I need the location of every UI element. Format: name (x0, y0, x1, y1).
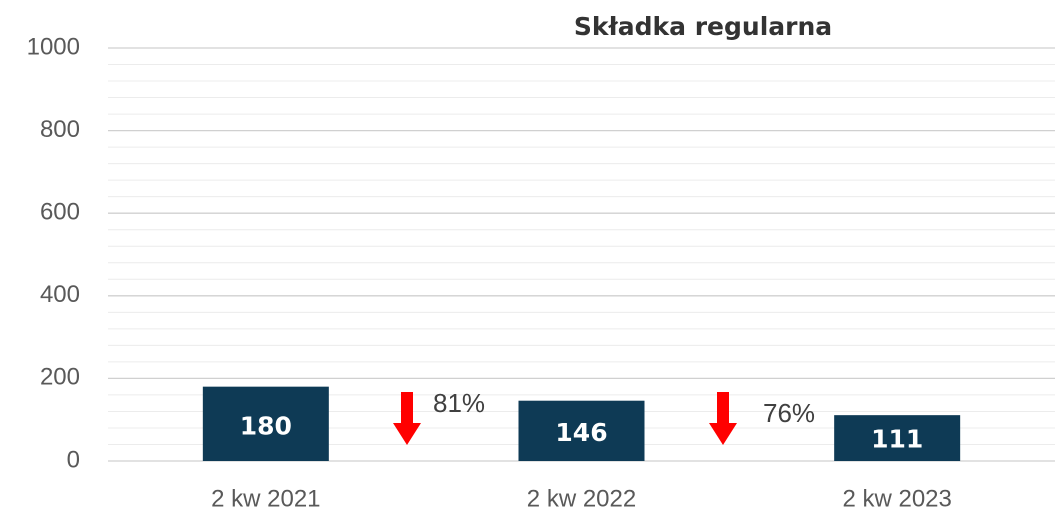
value-label: 146 (555, 418, 607, 447)
bar (202, 386, 329, 461)
value-label: 111 (871, 424, 923, 453)
y-tick-label: 200 (40, 364, 80, 391)
x-tick-label: 2 kw 2022 (527, 485, 636, 512)
down-arrow (393, 392, 421, 445)
y-tick-label: 600 (40, 199, 80, 226)
x-tick-label: 2 kw 2023 (842, 485, 951, 512)
x-tick-label: 2 kw 2021 (211, 485, 320, 512)
y-tick-label: 0 (67, 446, 80, 473)
value-label: 180 (240, 412, 292, 441)
y-tick-label: 1000 (27, 33, 80, 60)
y-tick-label: 400 (40, 281, 80, 308)
annotation: 81% (433, 388, 485, 418)
bar (834, 415, 961, 461)
down-arrow (709, 392, 737, 445)
annotation: 76% (763, 398, 815, 428)
bar (518, 400, 645, 461)
chart-title: Składka regularna (574, 12, 832, 41)
y-tick-label: 800 (40, 116, 80, 143)
